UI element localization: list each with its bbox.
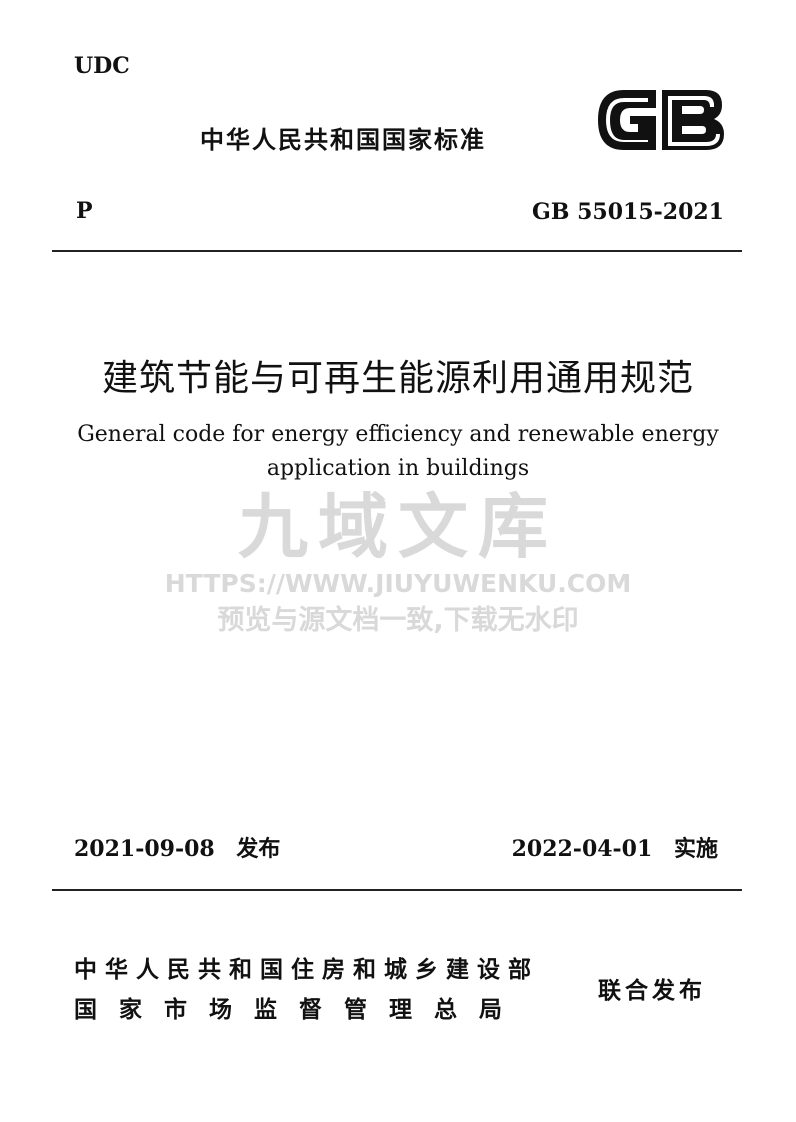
joint-issue-label: 联合发布 xyxy=(598,978,706,1004)
watermark-note: 预览与源文档一致,下载无水印 xyxy=(217,605,579,636)
watermark-url: HTTPS://WWW.JIUYUWENKU.COM xyxy=(164,569,632,598)
issue-date-value: 2021-09-08 xyxy=(74,836,215,862)
issue-label: 发布 xyxy=(236,837,281,862)
effective-label: 实施 xyxy=(673,837,718,862)
issue-date: 2021-09-08 发布 xyxy=(74,836,281,862)
udc-label: UDC xyxy=(74,53,130,79)
issuer-line1: 中华人民共和国住房和城乡建设部 xyxy=(74,957,539,983)
top-rule xyxy=(52,250,742,252)
title-english-line1: General code for energy efficiency and r… xyxy=(77,422,719,447)
effective-date-value: 2022-04-01 xyxy=(511,836,653,862)
gb-logo xyxy=(594,88,726,152)
title-chinese: 建筑节能与可再生能源利用通用规范 xyxy=(101,358,694,399)
issuer-line2: 国家市场监督管理总局 xyxy=(74,997,524,1023)
watermark-brand: 九域文库 xyxy=(238,486,558,568)
standard-type: 中华人民共和国国家标准 xyxy=(200,126,486,154)
bottom-rule xyxy=(52,889,742,891)
classification: P xyxy=(76,198,93,224)
title-english-line2: application in buildings xyxy=(266,456,530,481)
effective-date: 2022-04-01 实施 xyxy=(511,836,718,862)
standard-code: GB 55015-2021 xyxy=(532,199,724,225)
